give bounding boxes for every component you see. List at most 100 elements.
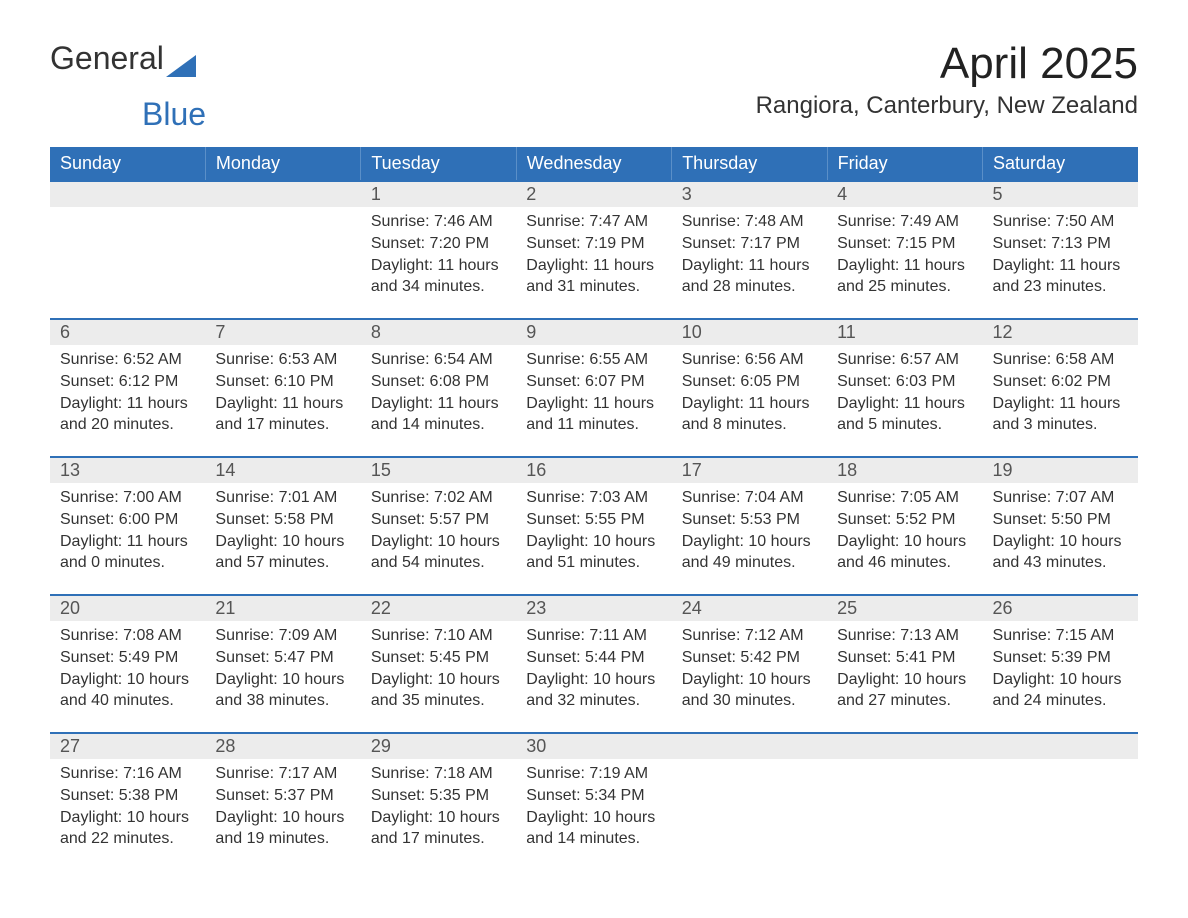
day-number: 5: [983, 182, 1138, 207]
day-details: Sunrise: 7:49 AMSunset: 7:15 PMDaylight:…: [827, 207, 982, 301]
calendar-day-cell: 26Sunrise: 7:15 AMSunset: 5:39 PMDayligh…: [983, 594, 1138, 732]
sunset-line: Sunset: 5:35 PM: [371, 785, 506, 807]
sunset-line: Sunset: 5:50 PM: [993, 509, 1128, 531]
day-number: 18: [827, 458, 982, 483]
daylight-line: Daylight: 11 hours and 5 minutes.: [837, 393, 972, 436]
calendar-day-cell: 2Sunrise: 7:47 AMSunset: 7:19 PMDaylight…: [516, 180, 671, 318]
day-details: Sunrise: 7:09 AMSunset: 5:47 PMDaylight:…: [205, 621, 360, 715]
calendar-day-cell: 8Sunrise: 6:54 AMSunset: 6:08 PMDaylight…: [361, 318, 516, 456]
daylight-line: Daylight: 10 hours and 49 minutes.: [682, 531, 817, 574]
day-number-bar: 30: [516, 732, 671, 759]
day-details: Sunrise: 7:07 AMSunset: 5:50 PMDaylight:…: [983, 483, 1138, 577]
day-details: Sunrise: 7:13 AMSunset: 5:41 PMDaylight:…: [827, 621, 982, 715]
sunrise-line: Sunrise: 7:48 AM: [682, 211, 817, 233]
sunrise-line: Sunrise: 6:58 AM: [993, 349, 1128, 371]
weekday-header: Wednesday: [516, 147, 671, 180]
calendar-day-cell: 23Sunrise: 7:11 AMSunset: 5:44 PMDayligh…: [516, 594, 671, 732]
calendar-day-cell: 25Sunrise: 7:13 AMSunset: 5:41 PMDayligh…: [827, 594, 982, 732]
day-number: 4: [827, 182, 982, 207]
day-details: Sunrise: 7:00 AMSunset: 6:00 PMDaylight:…: [50, 483, 205, 577]
sunrise-line: Sunrise: 7:46 AM: [371, 211, 506, 233]
day-details: Sunrise: 6:56 AMSunset: 6:05 PMDaylight:…: [672, 345, 827, 439]
sunset-line: Sunset: 5:41 PM: [837, 647, 972, 669]
sunrise-line: Sunrise: 7:08 AM: [60, 625, 195, 647]
day-details: Sunrise: 7:50 AMSunset: 7:13 PMDaylight:…: [983, 207, 1138, 301]
day-number-bar: 2: [516, 180, 671, 207]
day-number: 27: [50, 734, 205, 759]
calendar-day-cell: [205, 180, 360, 318]
day-details: Sunrise: 7:17 AMSunset: 5:37 PMDaylight:…: [205, 759, 360, 853]
day-number: 29: [361, 734, 516, 759]
day-number: 17: [672, 458, 827, 483]
day-number: 22: [361, 596, 516, 621]
day-number-bar: 12: [983, 318, 1138, 345]
calendar-day-cell: 5Sunrise: 7:50 AMSunset: 7:13 PMDaylight…: [983, 180, 1138, 318]
day-number: 13: [50, 458, 205, 483]
calendar-day-cell: 10Sunrise: 6:56 AMSunset: 6:05 PMDayligh…: [672, 318, 827, 456]
daylight-line: Daylight: 11 hours and 14 minutes.: [371, 393, 506, 436]
sunrise-line: Sunrise: 6:52 AM: [60, 349, 195, 371]
sunrise-line: Sunrise: 6:56 AM: [682, 349, 817, 371]
sunrise-line: Sunrise: 7:19 AM: [526, 763, 661, 785]
day-number-bar: 11: [827, 318, 982, 345]
weekday-header-row: SundayMondayTuesdayWednesdayThursdayFrid…: [50, 147, 1138, 180]
day-number: 6: [50, 320, 205, 345]
sunrise-line: Sunrise: 7:16 AM: [60, 763, 195, 785]
sunrise-line: Sunrise: 6:54 AM: [371, 349, 506, 371]
day-number-bar: 17: [672, 456, 827, 483]
sunrise-line: Sunrise: 7:05 AM: [837, 487, 972, 509]
day-details: Sunrise: 7:03 AMSunset: 5:55 PMDaylight:…: [516, 483, 671, 577]
daylight-line: Daylight: 10 hours and 40 minutes.: [60, 669, 195, 712]
calendar-day-cell: 21Sunrise: 7:09 AMSunset: 5:47 PMDayligh…: [205, 594, 360, 732]
day-number: 14: [205, 458, 360, 483]
day-number: 15: [361, 458, 516, 483]
daylight-line: Daylight: 10 hours and 27 minutes.: [837, 669, 972, 712]
sunset-line: Sunset: 5:37 PM: [215, 785, 350, 807]
day-details: Sunrise: 7:19 AMSunset: 5:34 PMDaylight:…: [516, 759, 671, 853]
calendar-day-cell: 19Sunrise: 7:07 AMSunset: 5:50 PMDayligh…: [983, 456, 1138, 594]
day-number: 16: [516, 458, 671, 483]
sunset-line: Sunset: 7:19 PM: [526, 233, 661, 255]
calendar-week-row: 6Sunrise: 6:52 AMSunset: 6:12 PMDaylight…: [50, 318, 1138, 456]
calendar-day-cell: 18Sunrise: 7:05 AMSunset: 5:52 PMDayligh…: [827, 456, 982, 594]
day-number: 8: [361, 320, 516, 345]
daylight-line: Daylight: 11 hours and 0 minutes.: [60, 531, 195, 574]
day-number: 26: [983, 596, 1138, 621]
day-number: 12: [983, 320, 1138, 345]
weekday-header: Monday: [205, 147, 360, 180]
sunset-line: Sunset: 5:42 PM: [682, 647, 817, 669]
calendar-table: SundayMondayTuesdayWednesdayThursdayFrid…: [50, 147, 1138, 870]
day-number-bar: 27: [50, 732, 205, 759]
sunrise-line: Sunrise: 7:13 AM: [837, 625, 972, 647]
sunrise-line: Sunrise: 7:01 AM: [215, 487, 350, 509]
calendar-day-cell: 3Sunrise: 7:48 AMSunset: 7:17 PMDaylight…: [672, 180, 827, 318]
daylight-line: Daylight: 11 hours and 8 minutes.: [682, 393, 817, 436]
sunrise-line: Sunrise: 7:02 AM: [371, 487, 506, 509]
daylight-line: Daylight: 10 hours and 35 minutes.: [371, 669, 506, 712]
sunrise-line: Sunrise: 6:55 AM: [526, 349, 661, 371]
sunrise-line: Sunrise: 7:18 AM: [371, 763, 506, 785]
day-number-bar: 3: [672, 180, 827, 207]
day-number-bar: 13: [50, 456, 205, 483]
sunset-line: Sunset: 6:00 PM: [60, 509, 195, 531]
sunset-line: Sunset: 7:15 PM: [837, 233, 972, 255]
daylight-line: Daylight: 10 hours and 17 minutes.: [371, 807, 506, 850]
month-title: April 2025: [756, 40, 1138, 88]
day-details: Sunrise: 7:16 AMSunset: 5:38 PMDaylight:…: [50, 759, 205, 853]
day-details: Sunrise: 7:48 AMSunset: 7:17 PMDaylight:…: [672, 207, 827, 301]
calendar-day-cell: 29 Sunrise: 7:18 AMSunset: 5:35 PMDayligh…: [361, 732, 516, 870]
day-number: 9: [516, 320, 671, 345]
day-number: 23: [516, 596, 671, 621]
daylight-line: Daylight: 10 hours and 14 minutes.: [526, 807, 661, 850]
day-number-bar: 6: [50, 318, 205, 345]
calendar-day-cell: 7Sunrise: 6:53 AMSunset: 6:10 PMDaylight…: [205, 318, 360, 456]
calendar-day-cell: 17Sunrise: 7:04 AMSunset: 5:53 PMDayligh…: [672, 456, 827, 594]
day-number-bar: 14: [205, 456, 360, 483]
daylight-line: Daylight: 11 hours and 28 minutes.: [682, 255, 817, 298]
daylight-line: Daylight: 11 hours and 11 minutes.: [526, 393, 661, 436]
day-details: Sunrise: 7:12 AMSunset: 5:42 PMDaylight:…: [672, 621, 827, 715]
day-details: Sunrise: 7:02 AMSunset: 5:57 PMDaylight:…: [361, 483, 516, 577]
daylight-line: Daylight: 10 hours and 19 minutes.: [215, 807, 350, 850]
day-number: 10: [672, 320, 827, 345]
sunset-line: Sunset: 5:58 PM: [215, 509, 350, 531]
